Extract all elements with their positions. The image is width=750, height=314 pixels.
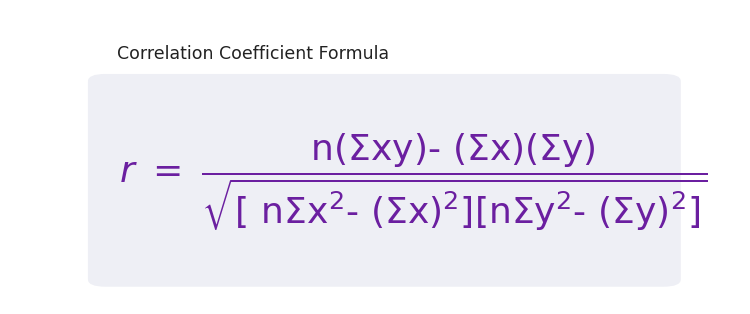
Text: $\mathit{r}\ =\ \dfrac{\mathrm{n(\Sigma xy)\text{-}\ (\Sigma x)(\Sigma y)}}{\sqr: $\mathit{r}\ =\ \dfrac{\mathrm{n(\Sigma … <box>119 132 708 234</box>
Text: Correlation Coefficient Formula: Correlation Coefficient Formula <box>117 45 389 63</box>
FancyBboxPatch shape <box>88 74 681 287</box>
